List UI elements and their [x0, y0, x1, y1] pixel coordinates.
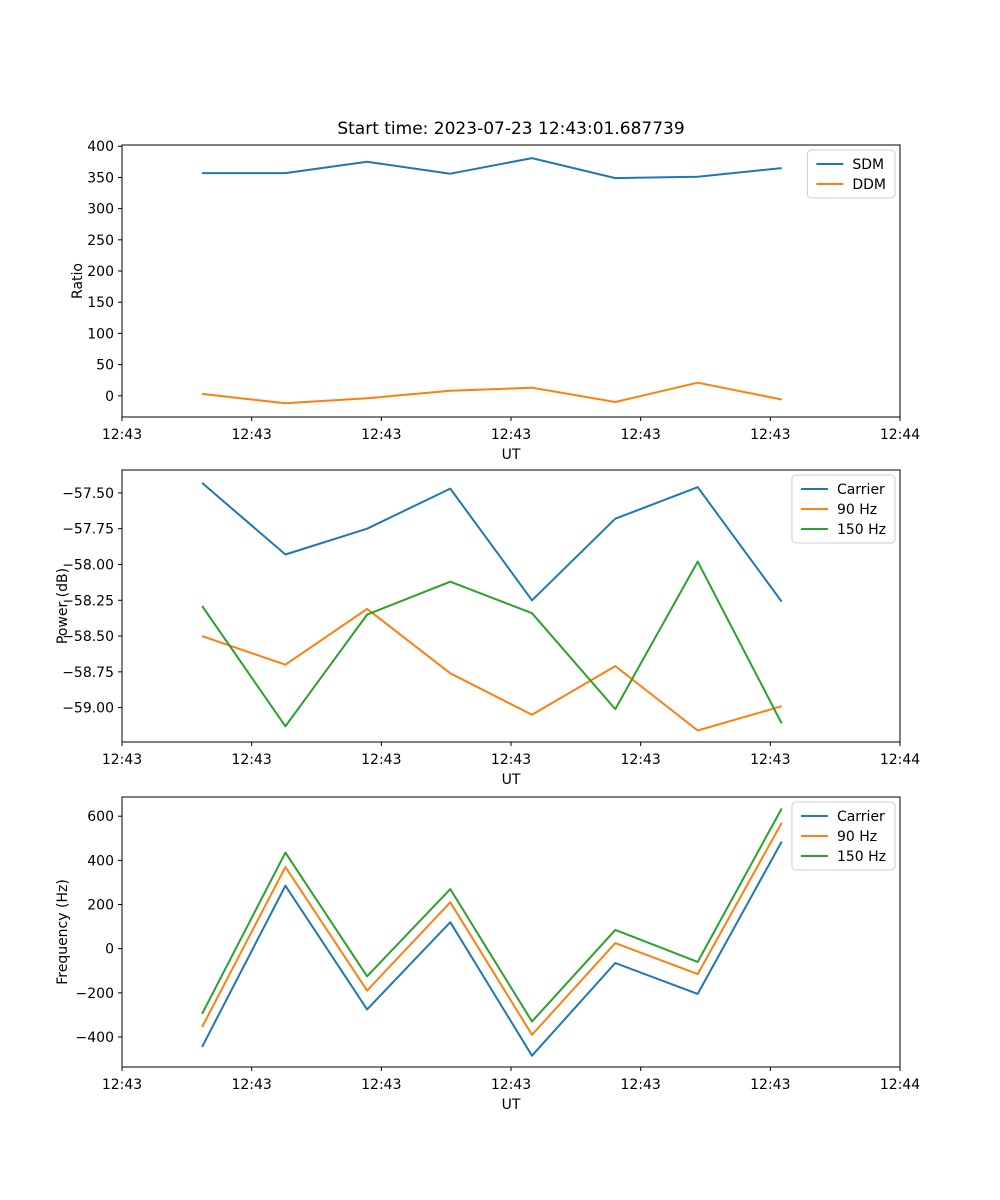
x-tick-label: 12:43: [102, 427, 142, 443]
y-tick-label: −58.50: [62, 629, 114, 645]
x-tick-label: 12:43: [361, 752, 401, 768]
line-150-hz: [201, 560, 783, 728]
y-tick-label: 200: [87, 264, 114, 280]
x-tick-label: 12:43: [491, 1077, 531, 1093]
legend-label-sdm: SDM: [852, 157, 884, 173]
subplot-1: 12:43 12:43 12:43 12:43 12:43 12:43 12:44 0 50 10…: [70, 139, 920, 463]
x-tick-label: 12:43: [620, 427, 660, 443]
legend-label-ddm: DDM: [852, 177, 886, 193]
line-ddm: [201, 381, 782, 405]
legend-box: [806, 149, 896, 199]
x-tick-label: 12:43: [231, 1077, 271, 1093]
x-tick-label: 12:44: [880, 752, 920, 768]
legend-box: [791, 801, 896, 871]
x-tick-label: 12:43: [620, 1077, 660, 1093]
y-tick-label: −59.00: [62, 701, 114, 717]
x-tick-label: 12:43: [102, 752, 142, 768]
x-tick-label: 12:44: [880, 1077, 920, 1093]
y-tick-label: 150: [87, 295, 114, 311]
subplot-2: 12:43 12:43 12:43 12:43 12:43 12:43 12:44 −57.5…: [55, 469, 920, 788]
y-axis-label: Ratio: [70, 263, 86, 299]
line-sdm: [202, 157, 782, 180]
x-tick-label: 12:44: [880, 427, 920, 443]
x-axis-label: UT: [502, 447, 521, 463]
y-tick-label: 50: [96, 358, 114, 374]
y-tick-label: −58.00: [62, 557, 114, 573]
subplot-3: 12:43 12:43 12:43 12:43 12:43 12:43 12:44 −400 −…: [55, 796, 920, 1113]
axes-box: [121, 796, 901, 1068]
y-tick-label: 400: [87, 853, 114, 869]
x-tick-label: 12:43: [620, 752, 660, 768]
y-tick-label: −57.75: [62, 522, 114, 538]
line-90-hz: [201, 607, 782, 732]
x-tick-label: 12:43: [491, 752, 531, 768]
y-tick-label: 0: [105, 389, 114, 405]
y-tick-label: 600: [87, 809, 114, 825]
legend-label-carrier: Carrier: [837, 809, 885, 825]
line-carrier: [201, 482, 783, 603]
y-tick-label: 100: [87, 326, 114, 342]
x-tick-label: 12:43: [750, 427, 790, 443]
legend: Carrier 90 Hz 150 Hz: [791, 801, 896, 871]
legend-label-90-hz: 90 Hz: [837, 502, 877, 518]
line-carrier: [201, 841, 783, 1057]
legend-label-150-hz: 150 Hz: [837, 849, 886, 865]
y-tick-label: 250: [87, 233, 114, 249]
x-tick-label: 12:43: [231, 427, 271, 443]
legend-box: [791, 474, 896, 544]
x-axis-label: UT: [502, 772, 521, 788]
figure-title: Start time: 2023-07-23 12:43:01.687739: [337, 119, 685, 139]
legend: SDM DDM: [806, 149, 896, 199]
x-tick-label: 12:43: [361, 1077, 401, 1093]
legend-label-150-hz: 150 Hz: [837, 522, 886, 538]
y-tick-label: −400: [76, 1030, 114, 1046]
legend-label-90-hz: 90 Hz: [837, 829, 877, 845]
line-150-hz: [201, 808, 783, 1023]
x-axis-label: UT: [502, 1097, 521, 1113]
y-tick-label: 200: [87, 898, 114, 914]
x-tick-label: 12:43: [491, 427, 531, 443]
y-tick-label: −58.75: [62, 665, 114, 681]
y-tick-label: −200: [76, 986, 114, 1002]
line-90-hz: [201, 822, 783, 1036]
x-tick-label: 12:43: [231, 752, 271, 768]
axes-box: [121, 144, 901, 418]
y-tick-label: 0: [105, 942, 114, 958]
y-axis-label: Frequency (Hz): [55, 879, 71, 985]
x-tick-label: 12:43: [750, 1077, 790, 1093]
x-tick-label: 12:43: [750, 752, 790, 768]
y-tick-label: −58.25: [62, 593, 114, 609]
legend: Carrier 90 Hz 150 Hz: [791, 474, 896, 544]
y-tick-label: 350: [87, 170, 114, 186]
x-tick-label: 12:43: [361, 427, 401, 443]
legend-label-carrier: Carrier: [837, 482, 885, 498]
y-axis-label: Power (dB): [55, 568, 71, 644]
y-tick-label: 300: [87, 202, 114, 218]
y-tick-label: −57.50: [62, 486, 114, 502]
y-tick-label: 400: [87, 139, 114, 155]
x-tick-label: 12:43: [102, 1077, 142, 1093]
